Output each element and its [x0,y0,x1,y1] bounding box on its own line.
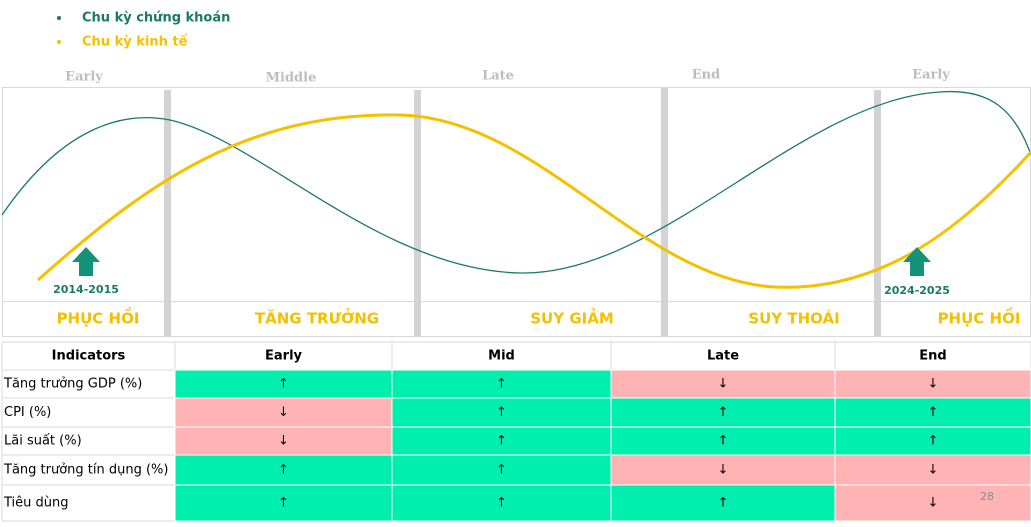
trend-cell [391,426,612,456]
trend-arrow: ↑ [278,377,289,392]
trend-arrow: ↓ [278,405,289,420]
row-label: Lãi suất (%) [4,434,82,449]
trend-cell [610,484,836,522]
trend-arrow: ↑ [718,405,729,420]
header-text: Mid [488,349,515,364]
trend-arrow: ↑ [928,405,939,420]
phase-label: Middle [266,71,317,86]
trend-arrow: ↑ [718,496,729,511]
marker-label: 2014-2015 [53,283,119,296]
trend-cell [174,426,393,456]
stage-label: PHỤC HỒI [938,306,1021,328]
trend-arrow: ↑ [496,377,507,392]
trend-cell [834,484,1031,522]
trend-arrow: ↑ [496,463,507,478]
trend-cell [610,426,836,456]
phase-label: Early [65,70,103,85]
marker-arrow [72,247,100,276]
row-label: Tiêu dùng [3,496,69,511]
header-text: Indicators [52,349,126,364]
stage-label: PHỤC HỒI [57,306,140,328]
phase-divider [414,90,421,337]
trend-arrow: ↓ [928,463,939,478]
trend-cell [174,397,393,428]
trend-arrow: ↓ [928,496,939,511]
trend-cell [610,454,836,486]
trend-cell [391,369,612,399]
trend-arrow: ↓ [928,377,939,392]
legend-entry: Chu kỳ chứng khoán [82,11,230,26]
marker-arrow [903,247,931,276]
phase-label: Late [482,69,514,84]
trend-arrow: ↑ [496,405,507,420]
trend-arrow: ↑ [278,496,289,511]
row-label: Tăng trưởng tín dụng (%) [3,463,168,478]
trend-arrow: ↑ [278,463,289,478]
trend-arrow: ↓ [718,377,729,392]
row-label: CPI (%) [4,405,51,420]
trend-cell [391,454,612,486]
header-text: Early [265,349,303,364]
legend-entry: Chu kỳ kinh tế [82,35,188,50]
header-cell [1,341,176,371]
marker-label: 2024-2025 [884,284,950,297]
trend-cell [610,397,836,428]
stock-cycle-curve [1,90,1031,274]
trend-cell [834,454,1031,486]
phase-label: Early [912,68,950,83]
trend-cell [174,454,393,486]
row-label-cell [1,426,176,456]
trend-arrow: ↑ [718,434,729,449]
row-label-cell [1,454,176,486]
header-cell [610,341,836,371]
trend-cell [610,369,836,399]
header-text: End [919,349,946,364]
stage-label: SUY THOÁI [748,309,839,328]
phase-divider [874,90,881,337]
stage-label: SUY GIẢM [530,307,614,328]
phase-label: End [692,68,720,83]
trend-arrow: ↑ [928,434,939,449]
trend-cell [834,397,1031,428]
header-cell [391,341,612,371]
phase-divider [164,90,171,337]
phase-divider [661,88,668,337]
trend-arrow: ↑ [496,434,507,449]
stage-label: TĂNG TRƯỞNG [255,307,379,328]
trend-cell [174,484,393,522]
trend-cell [834,426,1031,456]
legend-bullet [57,16,61,20]
trend-arrow: ↓ [278,434,289,449]
legend-bullet [57,40,61,44]
row-label: Tăng trưởng GDP (%) [3,377,142,392]
page-number: 28 [980,490,994,503]
trend-cell [391,484,612,522]
trend-arrow: ↓ [718,463,729,478]
economic-cycle-curve [37,113,1031,289]
trend-cell [391,397,612,428]
header-text: Late [707,349,739,364]
trend-arrow: ↑ [496,496,507,511]
